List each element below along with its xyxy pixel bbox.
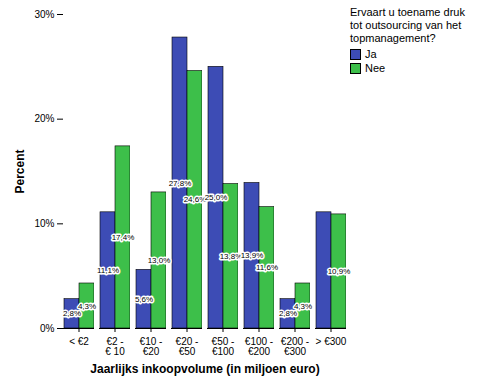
svg-text:25,0%: 25,0% [205, 193, 228, 202]
svg-text:€2 -€ 10: €2 -€ 10 [105, 336, 125, 357]
svg-text:2,8%: 2,8% [279, 309, 297, 318]
svg-text:Jaarlijks inkoopvolume (in mil: Jaarlijks inkoopvolume (in miljoen euro) [90, 362, 319, 376]
html-text:Ervaart u toename druk tot out: Ervaart u toename druk tot outsourcing v… [350, 6, 465, 44]
html-text:Nee: Nee [365, 62, 386, 74]
svg-text:13,9%: 13,9% [241, 251, 264, 260]
svg-text:13,8%: 13,8% [220, 252, 243, 261]
svg-text:> €300: > €300 [316, 336, 347, 347]
svg-text:30%: 30% [34, 9, 54, 20]
svg-text:27,8%: 27,8% [169, 179, 192, 188]
svg-text:€50 -€100: €50 -€100 [212, 336, 235, 357]
svg-text:11,6%: 11,6% [256, 263, 278, 272]
svg-text:10%: 10% [34, 218, 54, 229]
svg-text:Percent: Percent [13, 149, 27, 193]
svg-text:17,4%: 17,4% [112, 233, 135, 242]
svg-text:€100 -€200: €100 -€200 [245, 336, 273, 357]
svg-text:5,6%: 5,6% [135, 295, 153, 304]
svg-text:€200 -€300: €200 -€300 [281, 336, 309, 357]
svg-text:11,1%: 11,1% [97, 266, 119, 275]
svg-text:€10 -€20: €10 -€20 [140, 336, 163, 357]
svg-text:€20 -€50: €20 -€50 [176, 336, 199, 357]
svg-text:4,3%: 4,3% [78, 302, 96, 311]
svg-text:< €2: < €2 [69, 336, 89, 347]
svg-text:0%: 0% [40, 323, 55, 334]
html-text:Ja: Ja [365, 48, 377, 60]
svg-text:13,0%: 13,0% [148, 256, 171, 265]
svg-text:10,9%: 10,9% [328, 267, 351, 276]
svg-text:4,3%: 4,3% [294, 302, 312, 311]
svg-text:20%: 20% [34, 113, 54, 124]
svg-text:2,8%: 2,8% [63, 309, 81, 318]
svg-text:24,6%: 24,6% [184, 195, 207, 204]
